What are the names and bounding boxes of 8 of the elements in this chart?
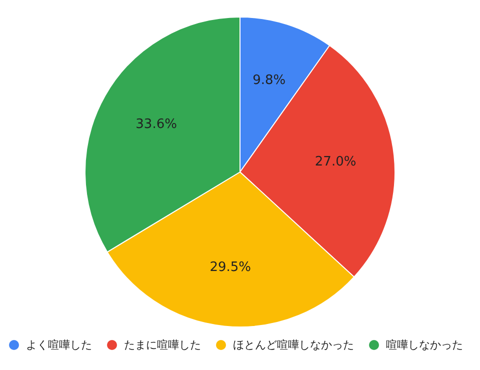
data-label: 33.6% xyxy=(136,117,177,132)
data-label: 29.5% xyxy=(210,260,251,276)
legend-label: 喧嘩しなかった xyxy=(386,338,463,352)
legend-label: たまに喧嘩した xyxy=(124,338,201,352)
data-label: 9.8% xyxy=(252,72,286,88)
legend-label: よく喧嘩した xyxy=(26,338,92,352)
data-label: 27.0% xyxy=(314,154,356,170)
legend-label: ほとんど喧嘩しなかった xyxy=(233,338,354,352)
